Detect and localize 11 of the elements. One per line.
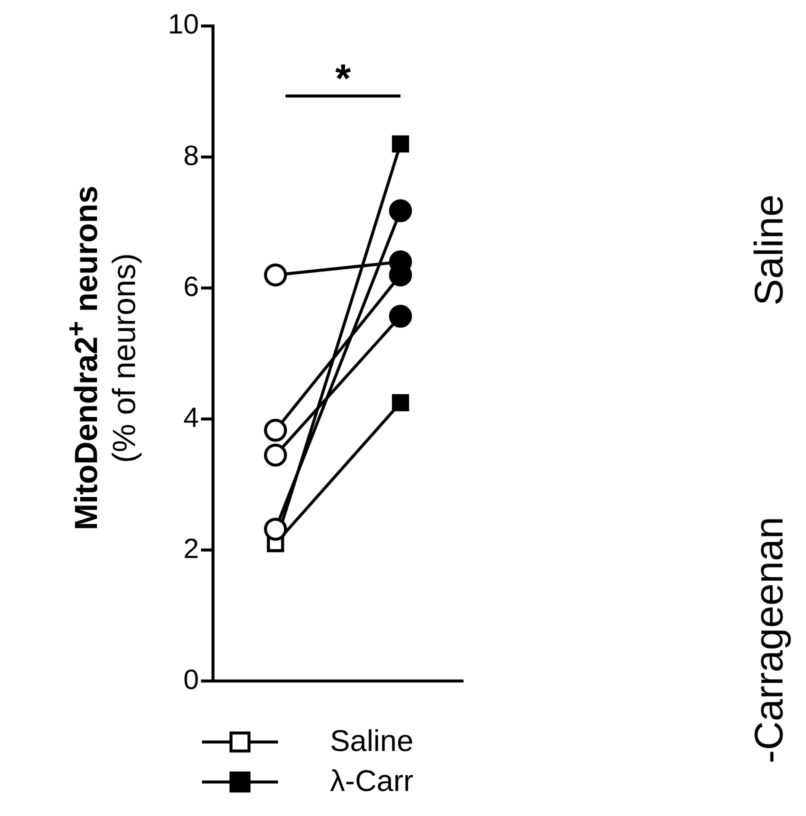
legend-label: λ-Carr	[330, 765, 414, 799]
y-tick-label: 2	[183, 532, 199, 564]
text: -Carrageenan	[748, 516, 792, 764]
y-tick-label: 6	[183, 270, 199, 302]
y-tick-label: 10	[168, 8, 199, 40]
legend-label: Saline	[330, 725, 414, 759]
y-tick-label: 4	[183, 402, 199, 433]
text: Saline	[748, 194, 792, 306]
y-tick-label: 8	[183, 140, 199, 171]
annotation: *	[335, 57, 352, 101]
y-tick-label: 0	[183, 664, 199, 695]
